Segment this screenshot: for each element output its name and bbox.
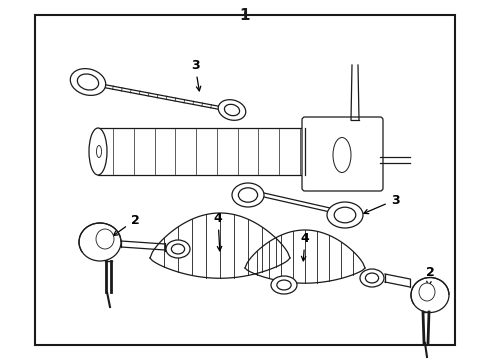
Ellipse shape (89, 128, 107, 175)
Ellipse shape (277, 280, 291, 290)
Ellipse shape (366, 273, 379, 283)
Ellipse shape (411, 278, 449, 312)
Ellipse shape (334, 207, 356, 223)
Ellipse shape (224, 104, 240, 116)
Ellipse shape (218, 100, 246, 120)
Ellipse shape (77, 74, 98, 90)
Bar (305, 128, 325, 175)
Ellipse shape (232, 183, 264, 207)
Text: 4: 4 (214, 212, 222, 251)
Ellipse shape (333, 138, 351, 172)
Ellipse shape (79, 223, 121, 261)
Ellipse shape (96, 229, 114, 249)
Ellipse shape (239, 188, 258, 202)
Text: 3: 3 (191, 59, 201, 91)
Bar (98, 128, 310, 175)
Ellipse shape (172, 244, 185, 254)
Ellipse shape (419, 283, 435, 301)
Ellipse shape (166, 240, 190, 258)
Bar (35, 15, 455, 345)
Text: 2: 2 (113, 213, 139, 235)
Ellipse shape (327, 202, 363, 228)
Ellipse shape (70, 69, 106, 95)
Text: 1: 1 (240, 8, 250, 23)
Text: 3: 3 (364, 194, 399, 213)
Ellipse shape (97, 145, 101, 158)
Text: 2: 2 (426, 266, 434, 286)
Text: 4: 4 (301, 231, 309, 261)
FancyBboxPatch shape (302, 117, 383, 191)
Ellipse shape (360, 269, 384, 287)
Ellipse shape (271, 276, 297, 294)
